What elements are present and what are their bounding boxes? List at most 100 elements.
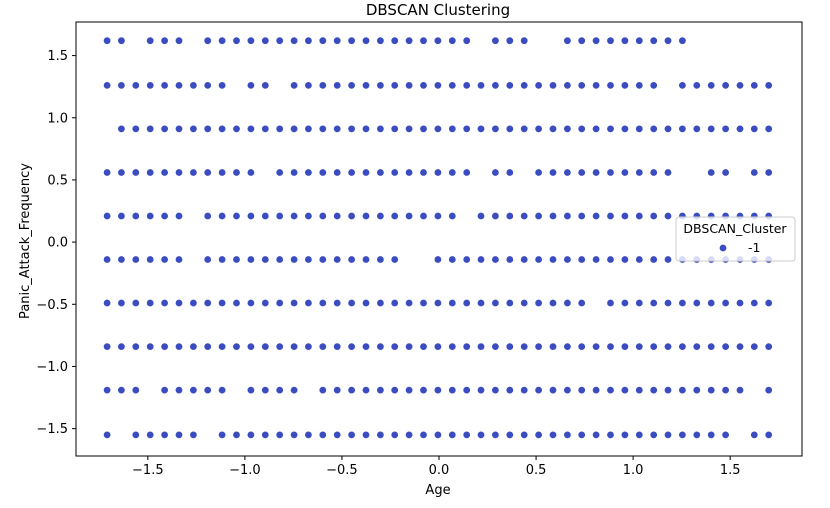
- data-point: [592, 342, 601, 351]
- data-point: [606, 81, 615, 90]
- data-point: [505, 255, 514, 264]
- data-point: [548, 255, 557, 264]
- data-point: [390, 212, 399, 221]
- data-point: [548, 298, 557, 307]
- data-point: [189, 386, 198, 395]
- data-point: [433, 124, 442, 133]
- data-point: [606, 212, 615, 221]
- data-point: [635, 298, 644, 307]
- data-point: [246, 386, 255, 395]
- y-axis-ticks: −1.5 −1.0 −0.5 0.0 0.5 1.0 1.5: [36, 49, 76, 437]
- data-point: [175, 168, 184, 177]
- data-point: [246, 342, 255, 351]
- data-point: [361, 298, 370, 307]
- data-point: [347, 36, 356, 45]
- data-point: [405, 342, 414, 351]
- data-point: [707, 430, 716, 439]
- data-point: [361, 386, 370, 395]
- data-point: [333, 430, 342, 439]
- data-point: [520, 430, 529, 439]
- data-point: [649, 298, 658, 307]
- data-point: [448, 212, 457, 221]
- data-point: [333, 255, 342, 264]
- data-point: [606, 255, 615, 264]
- y-tick-label: −0.5: [36, 298, 68, 313]
- data-point: [750, 298, 759, 307]
- data-point: [505, 36, 514, 45]
- data-point: [520, 342, 529, 351]
- data-point: [405, 81, 414, 90]
- data-point: [433, 81, 442, 90]
- data-point: [592, 168, 601, 177]
- data-point: [304, 212, 313, 221]
- data-point: [577, 81, 586, 90]
- data-point: [290, 298, 299, 307]
- data-point: [620, 81, 629, 90]
- data-point: [146, 255, 155, 264]
- data-point: [361, 430, 370, 439]
- data-point: [131, 342, 140, 351]
- data-point: [721, 81, 730, 90]
- data-point: [261, 36, 270, 45]
- data-point: [160, 430, 169, 439]
- data-point: [175, 298, 184, 307]
- data-point: [390, 36, 399, 45]
- data-point: [246, 36, 255, 45]
- data-point: [232, 342, 241, 351]
- data-point: [232, 36, 241, 45]
- data-point: [361, 212, 370, 221]
- data-point: [390, 124, 399, 133]
- data-point: [707, 124, 716, 133]
- data-point: [491, 168, 500, 177]
- data-point: [318, 81, 327, 90]
- legend-marker: [718, 244, 727, 253]
- data-point: [491, 342, 500, 351]
- data-point: [304, 430, 313, 439]
- data-point: [232, 124, 241, 133]
- data-point: [333, 81, 342, 90]
- y-tick-label: 1.0: [47, 111, 68, 126]
- data-point: [117, 212, 126, 221]
- y-tick-label: −1.0: [36, 360, 68, 375]
- data-point: [692, 342, 701, 351]
- data-point: [649, 168, 658, 177]
- data-point: [218, 81, 227, 90]
- data-point: [692, 386, 701, 395]
- data-point: [534, 255, 543, 264]
- data-point: [131, 81, 140, 90]
- data-point: [678, 386, 687, 395]
- data-point: [476, 298, 485, 307]
- data-point: [275, 255, 284, 264]
- data-point: [592, 255, 601, 264]
- data-point: [318, 298, 327, 307]
- data-point: [189, 298, 198, 307]
- data-point: [146, 342, 155, 351]
- data-point: [577, 386, 586, 395]
- data-point: [419, 386, 428, 395]
- data-point: [548, 168, 557, 177]
- data-point: [563, 298, 572, 307]
- data-point: [405, 298, 414, 307]
- data-point: [347, 298, 356, 307]
- y-tick-label: 0.0: [47, 236, 68, 251]
- data-point: [476, 212, 485, 221]
- data-point: [146, 168, 155, 177]
- data-point: [721, 124, 730, 133]
- data-point: [592, 386, 601, 395]
- data-point: [520, 212, 529, 221]
- data-point: [663, 298, 672, 307]
- data-point: [764, 430, 773, 439]
- data-point: [405, 168, 414, 177]
- data-point: [577, 255, 586, 264]
- data-point: [505, 298, 514, 307]
- data-point: [548, 212, 557, 221]
- data-point: [160, 124, 169, 133]
- data-point: [175, 124, 184, 133]
- data-point: [419, 430, 428, 439]
- data-point: [735, 298, 744, 307]
- y-tick-label: −1.5: [36, 422, 68, 437]
- data-point: [707, 342, 716, 351]
- data-point: [189, 168, 198, 177]
- data-point: [261, 298, 270, 307]
- data-point: [218, 430, 227, 439]
